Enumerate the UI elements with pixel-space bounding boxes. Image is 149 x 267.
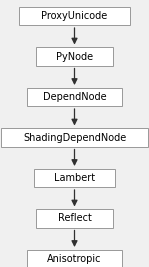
- Text: Anisotropic: Anisotropic: [47, 254, 102, 264]
- Text: Lambert: Lambert: [54, 173, 95, 183]
- Text: Reflect: Reflect: [58, 214, 91, 223]
- FancyBboxPatch shape: [36, 209, 113, 227]
- Text: PyNode: PyNode: [56, 52, 93, 61]
- FancyBboxPatch shape: [1, 128, 148, 147]
- FancyBboxPatch shape: [27, 88, 122, 106]
- FancyBboxPatch shape: [34, 169, 115, 187]
- FancyBboxPatch shape: [36, 48, 113, 66]
- FancyBboxPatch shape: [27, 250, 122, 267]
- FancyBboxPatch shape: [19, 7, 130, 25]
- Text: ProxyUnicode: ProxyUnicode: [41, 11, 108, 21]
- Text: DependNode: DependNode: [43, 92, 106, 102]
- Text: ShadingDependNode: ShadingDependNode: [23, 132, 126, 143]
